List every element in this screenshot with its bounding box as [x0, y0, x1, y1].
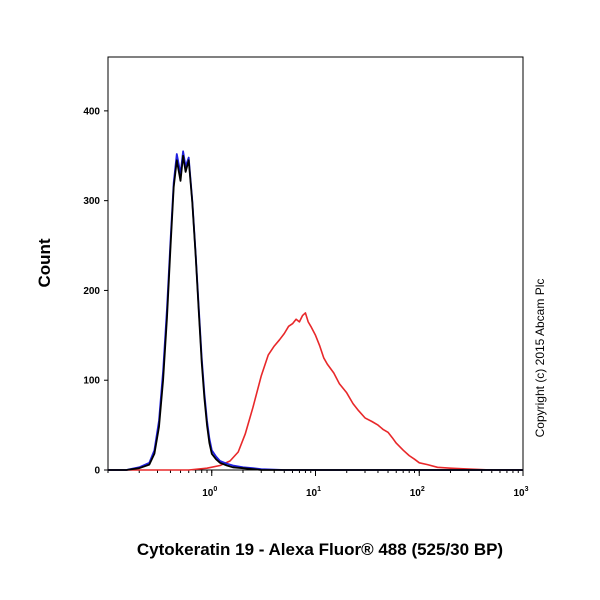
x-tick-label: 103	[513, 486, 528, 499]
y-tick-label: 200	[83, 286, 100, 297]
y-tick-label: 100	[83, 376, 100, 387]
x-tick-label: 101	[306, 486, 321, 499]
y-axis-ticks: 0 100 200 300 400	[83, 106, 108, 477]
y-axis-label: Count	[35, 238, 54, 287]
x-tick-label: 102	[410, 486, 425, 499]
y-tick-label: 400	[83, 106, 100, 117]
series-line-0	[108, 312, 523, 471]
x-tick-label: 100	[202, 486, 217, 499]
x-axis-label: Cytokeratin 19 - Alexa Fluor® 488 (525/3…	[137, 540, 503, 559]
x-axis-ticks: 100 101 102 103	[107, 470, 529, 499]
y-tick-label: 0	[94, 466, 100, 477]
series-line-2	[108, 154, 523, 471]
histogram-series	[108, 150, 523, 471]
copyright-notice: Copyright (c) 2015 Abcam Plc	[533, 279, 547, 438]
series-line-1	[108, 150, 523, 471]
y-tick-label: 300	[83, 196, 100, 207]
